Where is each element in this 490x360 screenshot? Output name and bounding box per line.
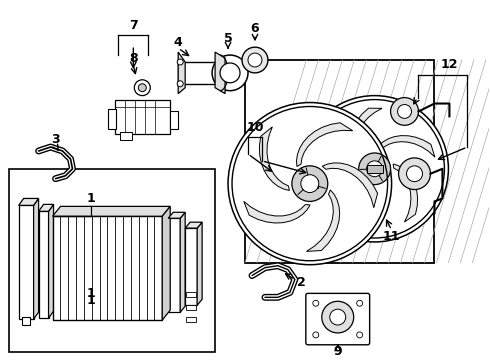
Circle shape xyxy=(357,300,363,306)
Bar xyxy=(170,112,178,129)
Circle shape xyxy=(313,300,319,306)
Circle shape xyxy=(367,161,383,177)
Circle shape xyxy=(177,81,183,87)
Bar xyxy=(22,317,29,325)
Polygon shape xyxy=(322,163,378,208)
Bar xyxy=(186,305,196,310)
Bar xyxy=(9,169,215,352)
Circle shape xyxy=(228,103,392,265)
Polygon shape xyxy=(393,164,417,222)
Polygon shape xyxy=(52,206,170,216)
Text: 7: 7 xyxy=(129,19,138,32)
Text: 12: 12 xyxy=(441,58,458,72)
Polygon shape xyxy=(185,228,197,305)
Text: 4: 4 xyxy=(174,36,183,49)
Circle shape xyxy=(301,96,448,242)
Bar xyxy=(367,165,383,173)
Polygon shape xyxy=(197,222,202,305)
Bar xyxy=(108,109,116,129)
Polygon shape xyxy=(296,123,353,167)
Polygon shape xyxy=(244,201,310,223)
Circle shape xyxy=(398,158,431,190)
Polygon shape xyxy=(178,52,185,94)
Text: 11: 11 xyxy=(383,230,400,243)
Text: 1: 1 xyxy=(87,287,96,300)
Circle shape xyxy=(330,309,346,325)
Polygon shape xyxy=(168,212,185,218)
Polygon shape xyxy=(180,212,185,312)
Circle shape xyxy=(359,153,391,185)
Circle shape xyxy=(407,166,422,182)
Polygon shape xyxy=(39,211,49,318)
Text: 1: 1 xyxy=(87,192,96,205)
Circle shape xyxy=(322,301,354,333)
Text: 1: 1 xyxy=(87,294,96,307)
Bar xyxy=(115,100,170,134)
Polygon shape xyxy=(19,205,34,319)
Polygon shape xyxy=(376,136,435,157)
Bar xyxy=(186,292,196,297)
Circle shape xyxy=(301,175,319,193)
Polygon shape xyxy=(49,204,53,318)
Polygon shape xyxy=(19,198,39,205)
Text: 6: 6 xyxy=(251,22,259,35)
Text: 9: 9 xyxy=(333,345,342,358)
Circle shape xyxy=(292,166,328,201)
Circle shape xyxy=(138,84,147,92)
Text: 10: 10 xyxy=(246,121,264,134)
Polygon shape xyxy=(350,108,382,162)
Polygon shape xyxy=(34,198,39,319)
Text: 8: 8 xyxy=(129,51,138,64)
Circle shape xyxy=(177,59,183,65)
Text: 3: 3 xyxy=(51,132,60,146)
Circle shape xyxy=(248,53,262,67)
Polygon shape xyxy=(215,52,225,94)
Polygon shape xyxy=(39,204,53,211)
Circle shape xyxy=(212,55,248,91)
Bar xyxy=(178,62,216,84)
Circle shape xyxy=(313,332,319,338)
Polygon shape xyxy=(306,190,340,251)
Circle shape xyxy=(391,98,418,125)
Circle shape xyxy=(357,332,363,338)
Polygon shape xyxy=(333,185,385,221)
Circle shape xyxy=(242,47,268,73)
Polygon shape xyxy=(185,222,202,228)
Polygon shape xyxy=(52,216,162,320)
Bar xyxy=(121,132,132,140)
Bar xyxy=(245,60,435,263)
FancyBboxPatch shape xyxy=(306,293,369,345)
Circle shape xyxy=(134,80,150,96)
Bar xyxy=(186,317,196,322)
Circle shape xyxy=(220,63,240,83)
Text: 5: 5 xyxy=(223,32,232,45)
Polygon shape xyxy=(162,206,170,320)
Polygon shape xyxy=(168,218,180,312)
Bar xyxy=(302,180,318,188)
Circle shape xyxy=(397,104,412,118)
Text: 2: 2 xyxy=(297,276,306,289)
Polygon shape xyxy=(260,127,290,190)
Polygon shape xyxy=(315,143,363,186)
